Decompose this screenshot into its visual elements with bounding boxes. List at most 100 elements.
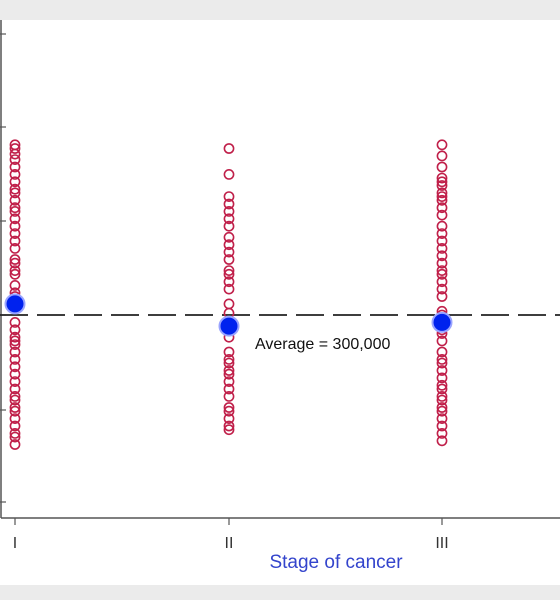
data-point (436, 187, 448, 199)
data-point (9, 335, 21, 347)
mean-point (4, 293, 26, 315)
plot-panel (0, 20, 560, 585)
data-point (436, 405, 448, 417)
data-point (223, 213, 235, 225)
data-point (9, 361, 21, 373)
data-point (436, 402, 448, 413)
data-point (436, 220, 448, 232)
data-point (223, 191, 235, 202)
data-point (223, 353, 235, 365)
data-point (436, 172, 448, 184)
data-point (436, 379, 448, 391)
data-point (436, 353, 448, 365)
data-point (223, 143, 235, 154)
data-point (9, 148, 21, 160)
average-annotation: Average = 300,000 (255, 336, 390, 353)
data-point (9, 228, 21, 239)
data-point (436, 390, 448, 402)
data-point (223, 383, 235, 395)
data-point (9, 213, 21, 225)
data-point (223, 276, 235, 288)
data-point (9, 183, 21, 195)
data-point (436, 435, 448, 447)
data-point (436, 242, 448, 254)
data-point (9, 390, 21, 402)
data-point (9, 268, 21, 280)
data-point (223, 376, 235, 387)
data-point (436, 265, 448, 276)
data-point (436, 235, 448, 247)
data-point (9, 176, 21, 188)
data-point (9, 242, 21, 254)
data-point (9, 202, 21, 214)
data-point (9, 431, 21, 443)
data-points (9, 139, 448, 450)
data-point (436, 176, 448, 188)
data-point (9, 143, 21, 154)
data-point (223, 368, 235, 380)
data-point (9, 194, 21, 206)
data-point (223, 424, 235, 436)
data-point (223, 405, 235, 417)
data-point (223, 390, 235, 402)
data-point (223, 346, 235, 358)
data-point (9, 405, 21, 417)
data-point (9, 420, 21, 432)
data-point (436, 346, 448, 358)
data-point (436, 268, 448, 280)
data-point (223, 420, 235, 432)
data-point (223, 357, 235, 369)
data-point (436, 394, 448, 406)
mean-point (218, 315, 240, 337)
data-point (9, 376, 21, 387)
data-point (436, 202, 448, 214)
data-point (9, 383, 21, 395)
data-point (223, 265, 235, 276)
data-point (223, 283, 235, 295)
data-point (9, 168, 21, 180)
data-point (436, 291, 448, 302)
data-point (436, 276, 448, 288)
data-point (9, 257, 21, 269)
data-point (436, 365, 448, 376)
x-tick-labels: I II III (13, 535, 449, 552)
data-point (436, 427, 448, 439)
data-point (436, 194, 448, 206)
data-point (9, 394, 21, 406)
data-point (223, 365, 235, 376)
data-point (9, 331, 21, 343)
data-point (436, 139, 448, 151)
data-point (9, 324, 21, 336)
data-point (223, 413, 235, 424)
data-point (9, 235, 21, 247)
mean-point (431, 311, 453, 333)
data-point (436, 161, 448, 173)
mean-points (4, 293, 453, 337)
data-point (436, 150, 448, 162)
data-point (9, 316, 21, 328)
data-point (436, 257, 448, 269)
data-point (436, 283, 448, 295)
data-point (9, 402, 21, 413)
data-point (9, 205, 21, 217)
data-point (9, 187, 21, 199)
data-point (223, 231, 235, 243)
data-point (9, 154, 21, 165)
data-point (9, 439, 21, 450)
data-point (436, 420, 448, 432)
data-point (223, 254, 235, 265)
data-point (436, 372, 448, 384)
data-point (9, 339, 21, 350)
data-point (223, 239, 235, 251)
data-point (436, 250, 448, 262)
data-point (223, 198, 235, 210)
data-point (223, 246, 235, 258)
data-point (9, 368, 21, 380)
data-point (9, 220, 21, 232)
data-point (223, 268, 235, 280)
data-point (9, 161, 21, 173)
data-point (9, 427, 21, 439)
x-tick-label: I (13, 535, 17, 552)
